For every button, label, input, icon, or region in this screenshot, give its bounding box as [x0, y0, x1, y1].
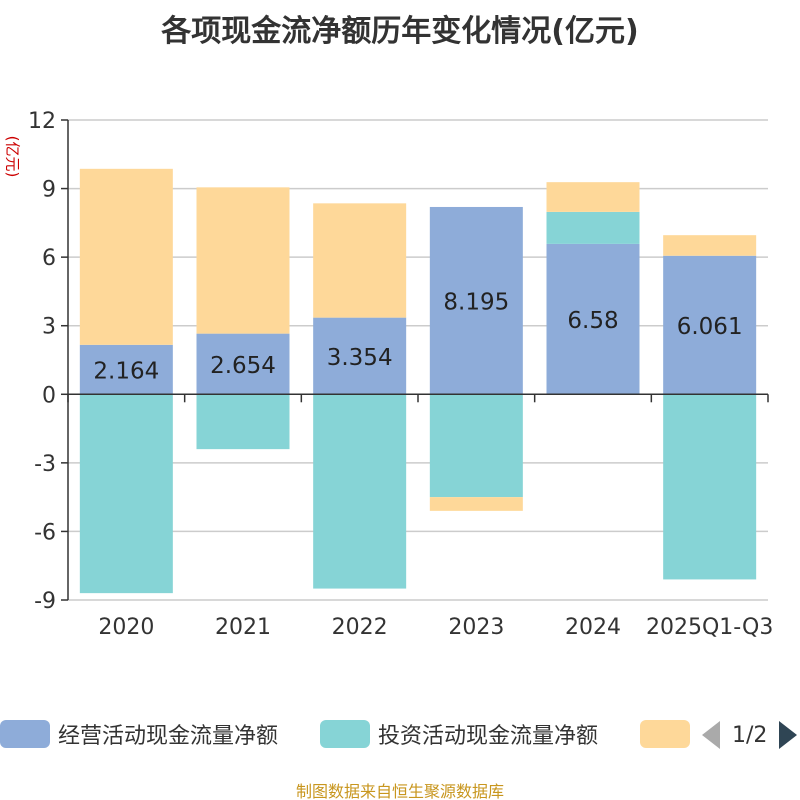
legend-page-indicator: 1/2	[732, 722, 768, 748]
bar-operating-2024	[546, 243, 640, 395]
y-tick-label: -6	[34, 520, 56, 545]
bar-investing-2024	[546, 211, 640, 244]
data-label-operating-2024: 6.58	[567, 308, 618, 334]
y-tick-label: 3	[42, 315, 56, 340]
y-tick-label: 0	[42, 383, 56, 408]
legend-swatch-operating	[0, 720, 50, 748]
y-tick-label: -9	[34, 589, 56, 614]
data-label-operating-2022: 3.354	[327, 345, 393, 371]
y-tick-label: 9	[42, 178, 56, 203]
legend-item-investing[interactable]: 投资活动现金流量净额	[320, 712, 598, 756]
legend-swatch-financing	[640, 720, 690, 748]
data-label-operating-2021: 2.654	[210, 353, 276, 379]
bar-financing-2023	[429, 497, 523, 511]
legend-pager: 1/2	[702, 719, 798, 751]
bar-financing-2021	[196, 187, 290, 334]
data-label-operating-2025Q1-Q3: 6.061	[677, 314, 743, 340]
legend-item-operating[interactable]: 经营活动现金流量净额	[0, 712, 278, 756]
bar-financing-2022	[313, 203, 407, 318]
legend-swatch-investing	[320, 720, 370, 748]
y-tick-label: -3	[34, 452, 56, 477]
legend-label-operating: 经营活动现金流量净额	[58, 724, 279, 749]
bar-investing-2025Q1-Q3	[663, 394, 757, 580]
chart-plot: 12 9 6 3 0 -3 -6 -9 2.164 2020 2.654 2021 3.354 2022 8…	[28, 109, 773, 640]
data-label-operating-2023: 8.195	[443, 290, 509, 316]
bar-financing-2020	[79, 168, 173, 345]
bar-operating-2021	[196, 333, 290, 395]
x-tick-label: 2025Q1-Q3	[646, 615, 773, 640]
x-tick-label: 2021	[215, 615, 271, 640]
x-tick-label: 2022	[332, 615, 388, 640]
bar-investing-2021	[196, 394, 290, 450]
y-tick-label: 12	[28, 109, 56, 134]
bar-operating-2025Q1-Q3	[663, 255, 757, 395]
bar-investing-2020	[79, 394, 173, 594]
y-tick-label: 6	[42, 246, 56, 271]
x-tick-label: 2024	[565, 615, 621, 640]
bar-investing-2023	[429, 394, 523, 498]
x-tick-label: 2020	[98, 615, 154, 640]
bar-financing-2025Q1-Q3	[663, 235, 757, 256]
legend-prev-page-icon[interactable]	[702, 721, 720, 749]
bar-financing-2024	[546, 182, 640, 212]
bar-investing-2022	[313, 394, 407, 589]
x-tick-label: 2023	[448, 615, 504, 640]
source-note: 制图数据来自恒生聚源数据库	[295, 782, 504, 800]
legend-next-page-icon[interactable]	[779, 721, 798, 749]
chart-title: 各项现金流净额历年变化情况(亿元)	[161, 14, 639, 49]
legend-item-financing[interactable]	[640, 712, 698, 756]
legend-label-investing: 投资活动现金流量净额	[378, 724, 599, 749]
legend: 经营活动现金流量净额 投资活动现金流量净额	[0, 712, 800, 756]
bar-operating-2022	[313, 317, 407, 395]
bar-operating-2020	[79, 344, 173, 395]
data-label-operating-2020: 2.164	[93, 359, 159, 385]
bar-operating-2023	[429, 206, 523, 395]
